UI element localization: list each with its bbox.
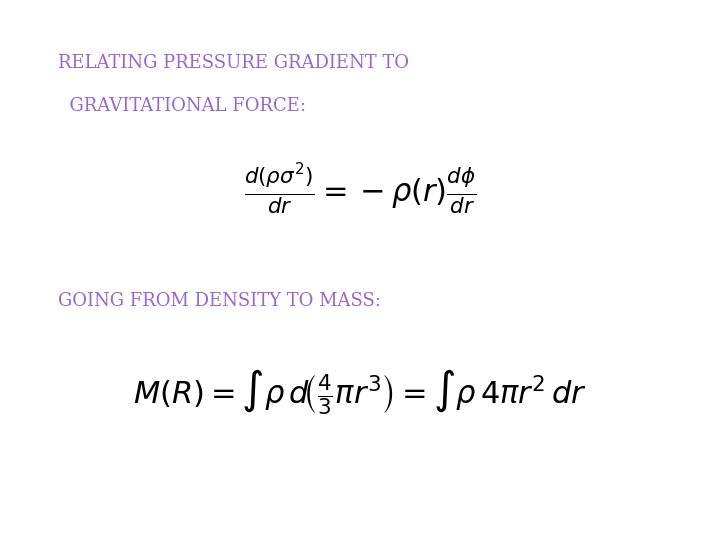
- Text: $\frac{d(\rho\sigma^{2})}{dr} = -\rho(r)\frac{d\phi}{dr}$: $\frac{d(\rho\sigma^{2})}{dr} = -\rho(r)…: [244, 162, 476, 218]
- Text: GOING FROM DENSITY TO MASS:: GOING FROM DENSITY TO MASS:: [58, 292, 381, 309]
- Text: $M(R) = \int \rho\, d\!\left(\frac{4}{3}\pi r^{3}\right) = \int \rho\, 4\pi r^{2: $M(R) = \int \rho\, d\!\left(\frac{4}{3}…: [133, 367, 587, 417]
- Text: GRAVITATIONAL FORCE:: GRAVITATIONAL FORCE:: [58, 97, 305, 115]
- Text: RELATING PRESSURE GRADIENT TO: RELATING PRESSURE GRADIENT TO: [58, 54, 409, 72]
